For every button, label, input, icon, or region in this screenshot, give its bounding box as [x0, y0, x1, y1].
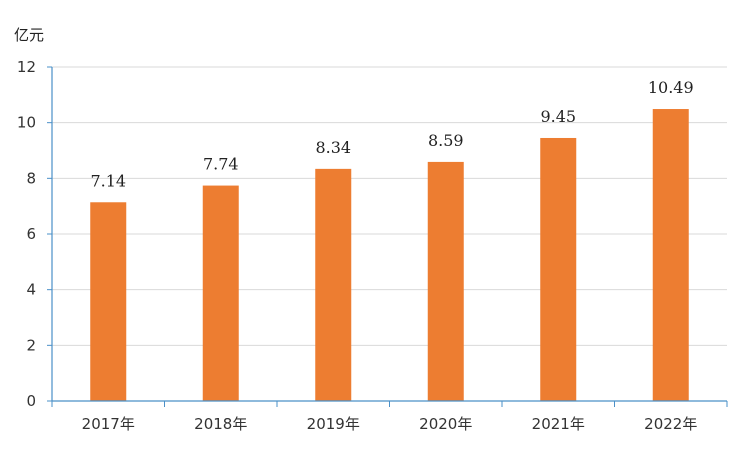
- bar-value-label: 10.49: [648, 78, 694, 97]
- y-tick-label: 12: [17, 58, 36, 76]
- y-tick-label: 6: [26, 225, 36, 243]
- y-tick-label: 8: [26, 169, 36, 187]
- y-axis-unit-label: 亿元: [14, 26, 44, 44]
- x-category-label: 2018年: [194, 415, 247, 433]
- labels: 0 2 4 6 8 10 12 7.14 2017年 7.74 2018年 8.34 2019年 8.59…: [17, 58, 697, 433]
- x-category-label: 2019年: [307, 415, 360, 433]
- y-tick-label: 0: [26, 392, 36, 410]
- x-category-label: 2021年: [532, 415, 585, 433]
- bar-2019年: [315, 168, 352, 401]
- bar-value-label: 7.74: [203, 155, 239, 174]
- x-category-label: 2022年: [644, 415, 697, 433]
- bar-value-label: 8.34: [315, 138, 351, 157]
- bar-2020年: [427, 161, 464, 401]
- y-tick-label: 2: [26, 336, 36, 354]
- y-tick-label: 10: [17, 114, 36, 132]
- y-tick-label: 4: [26, 281, 36, 299]
- grid-lines: [52, 66, 727, 346]
- bar-value-label: 7.14: [90, 171, 126, 190]
- bar-2021年: [540, 137, 577, 401]
- x-category-label: 2017年: [82, 415, 135, 433]
- x-category-label: 2020年: [419, 415, 472, 433]
- bar-2022年: [652, 109, 689, 402]
- axes: [47, 66, 728, 407]
- bar-value-label: 8.59: [428, 131, 464, 150]
- bar-2018年: [202, 185, 239, 401]
- bar-value-label: 9.45: [540, 107, 576, 126]
- bars: [90, 109, 689, 402]
- bar-2017年: [90, 202, 127, 401]
